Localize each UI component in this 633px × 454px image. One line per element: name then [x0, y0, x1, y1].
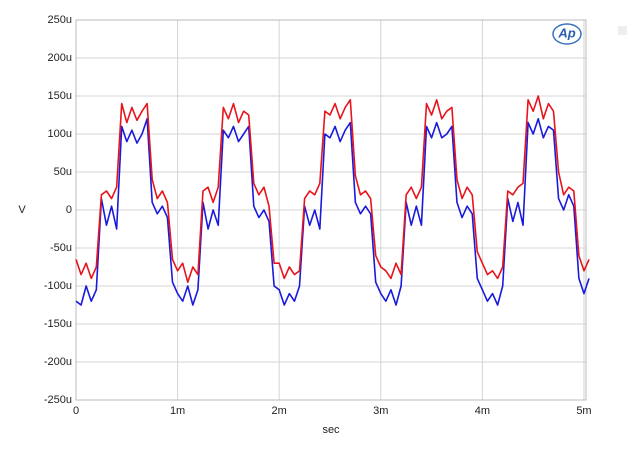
y-tick-label: 250u	[48, 14, 72, 26]
x-tick-label: 1m	[170, 405, 185, 417]
x-tick-label: 0	[73, 405, 79, 417]
logo-ring	[552, 23, 582, 45]
y-tick-label: -150u	[44, 318, 72, 330]
y-axis-label: V	[18, 204, 26, 216]
x-axis-label: sec	[322, 424, 340, 436]
y-tick-label: -50u	[50, 242, 72, 254]
plot-frame	[75, 19, 587, 401]
y-tick-label: -100u	[44, 280, 72, 292]
y-tick-label: 50u	[54, 166, 72, 178]
y-tick-label: 0	[66, 204, 72, 216]
x-tick-label: 4m	[475, 405, 490, 417]
y-tick-label: 150u	[48, 90, 72, 102]
y-tick-label: -250u	[44, 394, 72, 406]
x-tick-label: 5m	[576, 405, 591, 417]
x-tick-label: 2m	[272, 405, 287, 417]
y-tick-label: 200u	[48, 52, 72, 64]
y-tick-label: -200u	[44, 356, 72, 368]
series-line	[75, 95, 590, 283]
x-tick-label: 3m	[373, 405, 388, 417]
series-line	[75, 118, 590, 306]
corner-box	[618, 26, 627, 35]
y-tick-label: 100u	[48, 128, 72, 140]
logo: Ap	[557, 25, 575, 40]
